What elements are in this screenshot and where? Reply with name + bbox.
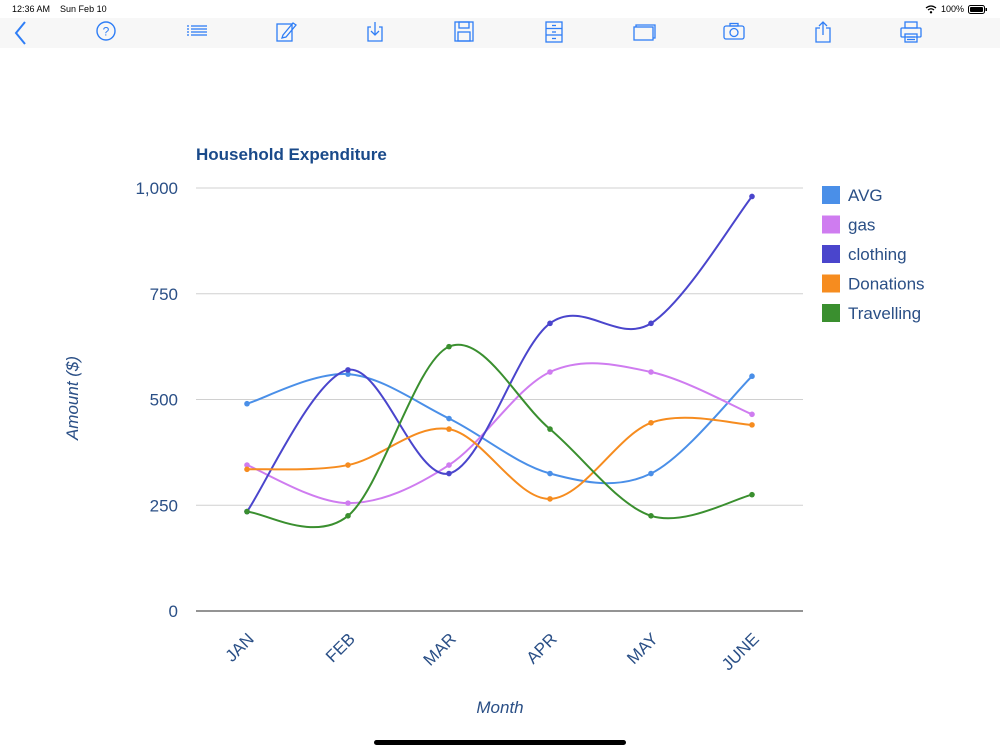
status-time-date: 12:36 AM Sun Feb 10 — [12, 4, 107, 14]
data-point-clothing — [648, 320, 654, 327]
x-tick-label: FEB — [322, 629, 359, 666]
data-point-donations — [547, 496, 553, 502]
svg-text:?: ? — [103, 25, 110, 39]
cabinet-icon[interactable] — [539, 18, 569, 48]
data-point-donations — [648, 419, 654, 426]
y-axis-label: Amount ($) — [63, 356, 82, 441]
legend-label-avg[interactable]: AVG — [848, 186, 883, 205]
edit-icon[interactable] — [271, 18, 301, 48]
legend-swatch-gas[interactable] — [822, 215, 840, 234]
data-point-gas — [648, 369, 654, 375]
help-icon[interactable]: ? — [91, 18, 121, 48]
y-tick-label: 250 — [150, 496, 178, 515]
data-point-avg — [345, 371, 351, 377]
data-point-gas — [547, 369, 553, 375]
data-point-travelling — [648, 513, 654, 519]
data-point-donations — [244, 466, 250, 473]
y-axis-ticks: 0 250 500 750 1,000 — [135, 179, 178, 621]
data-point-clothing — [547, 320, 553, 327]
series-line-donations — [246, 416, 753, 500]
home-indicator — [374, 740, 626, 745]
battery-icon — [968, 4, 987, 14]
legend-swatch-travelling[interactable] — [822, 304, 840, 322]
list-icon[interactable] — [182, 18, 212, 48]
legend-label-gas[interactable]: gas — [848, 216, 875, 235]
legend-swatch-avg[interactable] — [822, 186, 840, 204]
data-point-gas — [749, 411, 755, 418]
y-tick-label: 750 — [150, 285, 178, 304]
data-point-clothing — [749, 193, 755, 200]
status-time: 12:36 AM — [12, 4, 51, 14]
x-tick-label: MAY — [623, 629, 662, 668]
x-axis-ticks: JAN FEB MAR APR MAY JUNE — [222, 629, 763, 674]
legend-swatch-donations[interactable] — [822, 274, 840, 293]
status-bar: 12:36 AM Sun Feb 10 100% — [0, 0, 1000, 18]
x-tick-label: APR — [523, 629, 561, 667]
x-tick-label: MAR — [420, 629, 460, 669]
save-icon[interactable] — [449, 18, 479, 48]
data-point-travelling — [749, 491, 755, 498]
legend-swatch-clothing[interactable] — [822, 245, 840, 263]
data-point-gas — [345, 500, 351, 506]
battery-percent: 100% — [940, 4, 964, 14]
data-point-avg — [749, 373, 755, 380]
chart-title: Household Expenditure — [196, 145, 387, 164]
legend-label-travelling[interactable]: Travelling — [848, 304, 921, 323]
y-tick-label: 500 — [150, 391, 178, 410]
data-point-travelling — [345, 513, 351, 519]
grid-lines — [196, 187, 803, 612]
data-point-travelling — [446, 343, 452, 350]
series-lines — [246, 195, 753, 529]
back-icon[interactable] — [6, 18, 36, 48]
data-point-avg — [547, 470, 553, 477]
x-tick-label: JUNE — [718, 629, 763, 674]
data-point-clothing — [345, 367, 351, 373]
share-icon[interactable] — [808, 18, 838, 48]
camera-icon[interactable] — [719, 18, 749, 48]
data-point-gas — [446, 462, 452, 468]
line-chart: Household Expenditure 0 250 500 750 1,000 JA… — [63, 145, 925, 717]
data-point-donations — [749, 422, 755, 428]
toolbar: ? — [0, 18, 1000, 48]
series-line-clothing — [246, 195, 753, 513]
windows-icon[interactable] — [628, 18, 658, 48]
y-tick-label: 1,000 — [135, 179, 178, 198]
data-point-avg — [244, 400, 250, 407]
data-point-donations — [345, 462, 351, 468]
data-point-avg — [648, 470, 654, 477]
x-tick-label: JAN — [222, 629, 258, 665]
data-point-avg — [446, 415, 452, 422]
print-icon[interactable] — [896, 18, 926, 48]
legend[interactable]: AVG gas clothing Donations Travelling — [822, 186, 925, 323]
data-point-travelling — [244, 508, 250, 515]
x-axis-label: Month — [476, 698, 523, 717]
data-point-travelling — [547, 426, 553, 432]
download-icon[interactable] — [360, 18, 390, 48]
series-line-gas — [246, 362, 753, 505]
data-point-gas — [244, 462, 250, 468]
status-date: Sun Feb 10 — [60, 4, 107, 14]
data-point-clothing — [446, 470, 452, 477]
legend-label-donations[interactable]: Donations — [848, 275, 925, 294]
y-tick-label: 0 — [169, 602, 178, 621]
legend-label-clothing[interactable]: clothing — [848, 245, 907, 264]
status-indicators: 100% — [925, 4, 988, 14]
wifi-icon — [925, 4, 937, 13]
data-point-donations — [446, 426, 452, 432]
data-points — [244, 193, 755, 519]
